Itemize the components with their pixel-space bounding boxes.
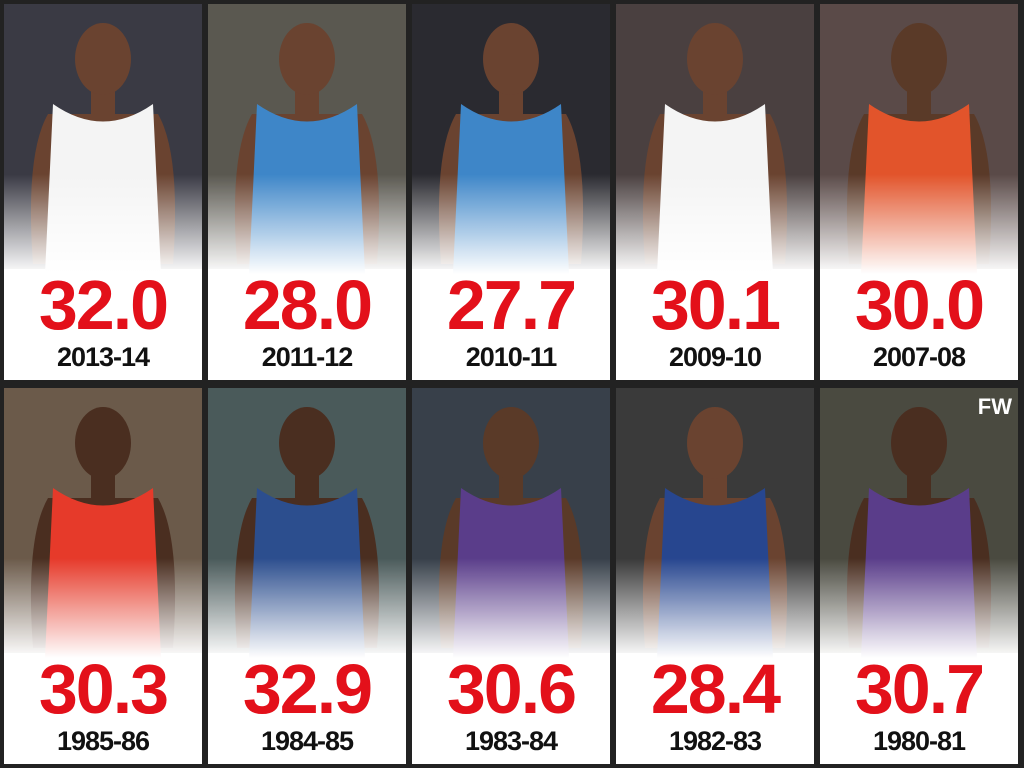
points-per-game: 30.3	[39, 650, 167, 728]
season-label: 2007-08	[873, 342, 966, 372]
player-head	[75, 23, 131, 95]
photo-fade	[4, 558, 202, 658]
points-per-game: 28.4	[651, 650, 781, 728]
season-label: 2009-10	[669, 342, 761, 372]
player-head	[891, 23, 947, 95]
photo-fade	[412, 558, 610, 658]
photo-fade	[616, 174, 814, 274]
logo: FW	[978, 394, 1012, 419]
season-label: 1983-84	[465, 726, 558, 756]
player-head	[891, 407, 947, 479]
season-label: 2010-11	[466, 342, 558, 372]
photo-fade	[820, 174, 1018, 274]
points-per-game: 30.7	[855, 650, 983, 728]
player-head	[687, 23, 743, 95]
player-head	[279, 23, 335, 95]
points-per-game: 28.0	[243, 266, 371, 344]
points-per-game: 32.0	[39, 266, 167, 344]
photo-fade	[616, 558, 814, 658]
season-label: 1980-81	[873, 726, 966, 756]
points-per-game: 30.0	[855, 266, 983, 344]
player-head	[687, 407, 743, 479]
photo-fade	[412, 174, 610, 274]
player-head	[483, 23, 539, 95]
points-per-game: 27.7	[447, 266, 575, 344]
player-head	[279, 407, 335, 479]
points-per-game: 32.9	[243, 650, 371, 728]
player-head	[483, 407, 539, 479]
season-label: 1984-85	[261, 726, 354, 756]
season-label: 2011-12	[262, 342, 353, 372]
points-per-game: 30.6	[447, 650, 575, 728]
season-label: 1985-86	[57, 726, 150, 756]
season-label: 2013-14	[57, 342, 150, 372]
photo-fade	[4, 174, 202, 274]
points-per-game: 30.1	[651, 266, 779, 344]
photo-fade	[208, 558, 406, 658]
photo-fade	[208, 174, 406, 274]
player-head	[75, 407, 131, 479]
season-label: 1982-83	[669, 726, 762, 756]
photo-fade	[820, 558, 1018, 658]
